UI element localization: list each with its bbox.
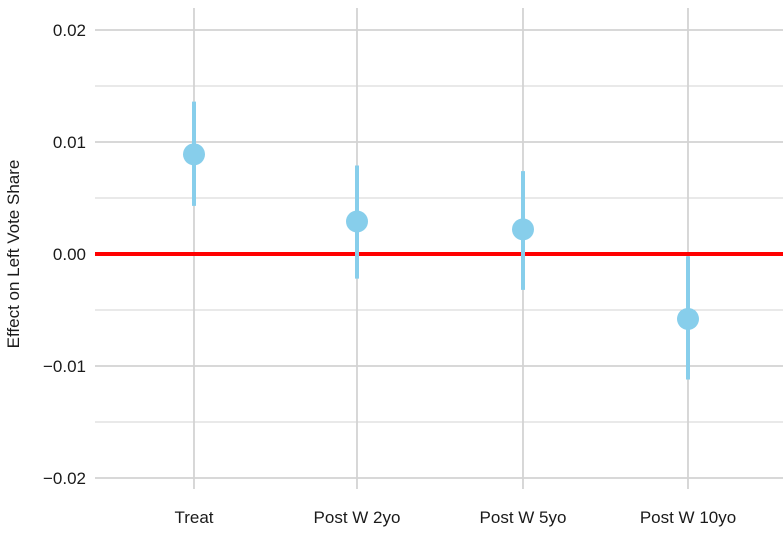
x-tick-label: Treat — [174, 508, 213, 527]
y-tick-label: 0.00 — [53, 245, 86, 264]
y-axis-label: Effect on Left Vote Share — [4, 160, 23, 349]
point-estimate — [346, 210, 368, 233]
y-axis-tick-labels: −0.02 −0.01 0.00 0.01 0.02 — [43, 21, 86, 488]
x-tick-label: Post W 10yo — [640, 508, 736, 527]
point-estimates — [183, 143, 699, 330]
x-tick-label: Post W 5yo — [480, 508, 567, 527]
point-estimate — [677, 307, 699, 330]
y-tick-label: −0.01 — [43, 357, 86, 376]
minor-gridlines — [95, 85, 783, 423]
x-gridlines — [193, 8, 689, 489]
y-tick-label: 0.01 — [53, 133, 86, 152]
x-axis-tick-labels: Treat Post W 2yo Post W 5yo Post W 10yo — [174, 508, 736, 527]
y-tick-label: 0.02 — [53, 21, 86, 40]
y-tick-label: −0.02 — [43, 469, 86, 488]
point-estimate — [183, 143, 205, 166]
x-tick-label: Post W 2yo — [314, 508, 401, 527]
error-bars — [192, 101, 690, 380]
point-estimate — [512, 218, 534, 241]
